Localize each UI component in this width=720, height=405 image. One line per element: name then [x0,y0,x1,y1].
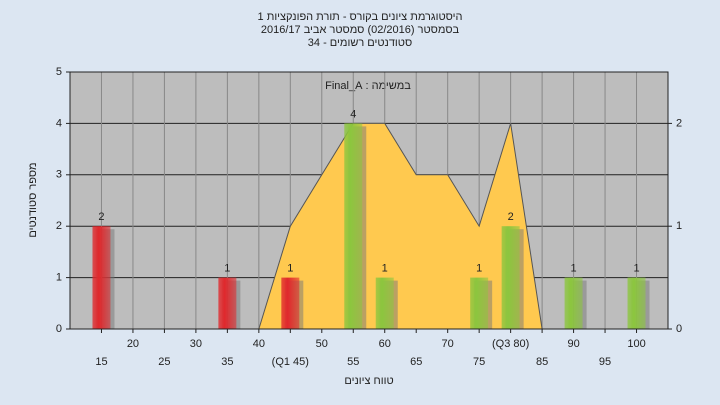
x-tick-label: 100 [627,338,645,350]
bar [627,277,646,329]
value-label: 1 [287,263,293,275]
bar [281,277,300,329]
value-label: 1 [382,263,388,275]
x-tick-label: 55 [347,356,359,368]
bar [564,277,583,329]
value-label: 1 [476,263,482,275]
x-tick-label: 65 [410,356,422,368]
bar [470,277,489,329]
y-tick-label: 4 [56,117,62,129]
value-label: 1 [224,263,230,275]
x-tick-label: 90 [567,338,579,350]
y-tick-label: 0 [56,323,62,335]
x-tick-label: 30 [190,338,202,350]
value-label: 2 [508,211,514,223]
title-line: בסמסטר (02/2016) סמסטר אביב 2016/17 [261,24,460,36]
bar [92,226,111,329]
x-tick-label: 60 [379,338,391,350]
value-label: 1 [633,263,639,275]
x-tick-label: 70 [442,338,454,350]
bar [218,277,237,329]
x-tick-label: 75 [473,356,485,368]
bar [501,226,520,329]
x-tick-label: 25 [158,356,170,368]
y-axis-label: מספר סטודנטים [27,162,39,237]
y2-tick-label: 2 [676,117,682,129]
title-line: סטודנטים רשומים - 34 [308,37,412,49]
y-tick-label: 2 [56,220,62,232]
value-label: 2 [98,211,104,223]
plot-border [69,71,669,330]
x-tick-label: 50 [316,338,328,350]
x-tick-label: 20 [127,338,139,350]
x-tick-label: (Q1 45) [272,356,309,368]
x-tick-label: 95 [599,356,611,368]
bar [344,123,363,330]
x-axis-label: טווח ציונים [344,375,393,387]
x-tick-label: 40 [253,338,265,350]
annotation: במשימה : Final_A [325,80,411,92]
x-tick-label: (Q3 80) [492,338,529,350]
x-tick-label: 15 [95,356,107,368]
y-tick-label: 5 [56,66,62,78]
x-tick-label: 85 [536,356,548,368]
y-tick-label: 3 [56,169,62,181]
title-line: היסטוגרמת ציונים בקורס - תורת הפונקציות … [258,11,463,23]
bar [375,277,394,329]
y-tick-label: 1 [56,272,62,284]
x-tick-label: 35 [221,356,233,368]
value-label: 1 [571,263,577,275]
y2-tick-label: 0 [676,323,682,335]
y2-tick-label: 1 [676,220,682,232]
value-label: 4 [350,108,356,120]
